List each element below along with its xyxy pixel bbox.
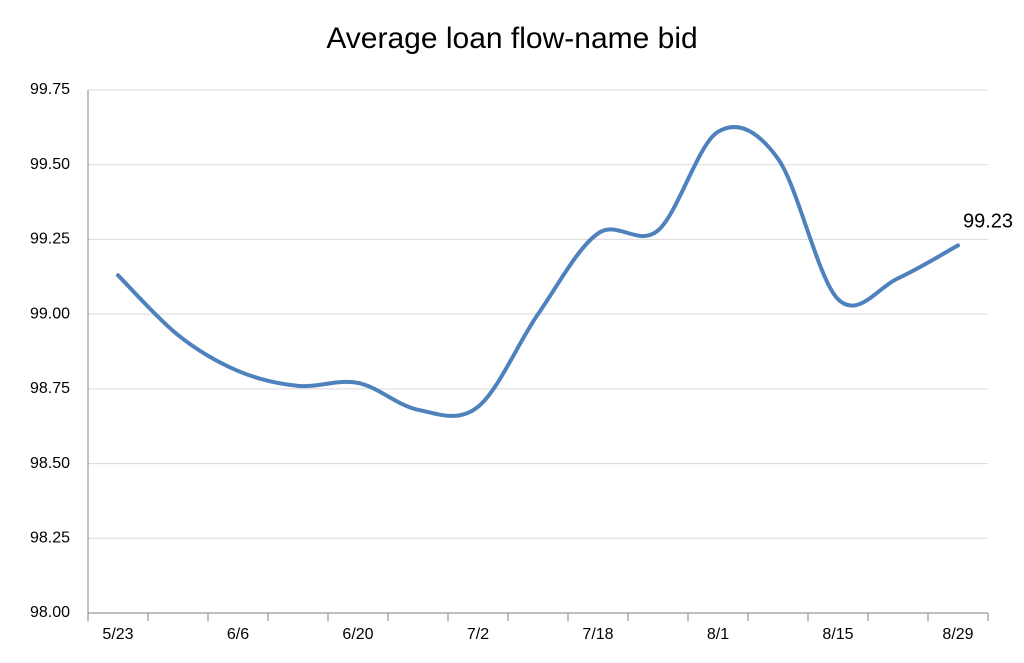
y-tick-label: 98.75 xyxy=(30,380,70,397)
x-tick-label: 8/15 xyxy=(822,626,853,643)
x-tick-label: 7/18 xyxy=(582,626,613,643)
x-tick-label: 7/2 xyxy=(467,626,489,643)
x-tick-label: 5/23 xyxy=(102,626,133,643)
x-tick-label: 6/6 xyxy=(227,626,249,643)
y-tick-label: 98.50 xyxy=(30,455,70,472)
y-tick-label: 98.00 xyxy=(30,604,70,621)
x-tick-label: 8/29 xyxy=(942,626,973,643)
y-tick-label: 99.50 xyxy=(30,156,70,173)
line-series xyxy=(116,125,960,418)
y-tick-label: 99.00 xyxy=(30,305,70,322)
x-tick-label: 6/20 xyxy=(342,626,373,643)
chart-title: Average loan flow-name bid xyxy=(326,22,697,55)
y-tick-label: 99.25 xyxy=(30,231,70,248)
data-label: 99.23 xyxy=(963,211,1013,233)
x-tick-label: 8/1 xyxy=(707,626,729,643)
y-tick-label: 99.75 xyxy=(30,81,70,98)
y-tick-label: 98.25 xyxy=(30,530,70,547)
